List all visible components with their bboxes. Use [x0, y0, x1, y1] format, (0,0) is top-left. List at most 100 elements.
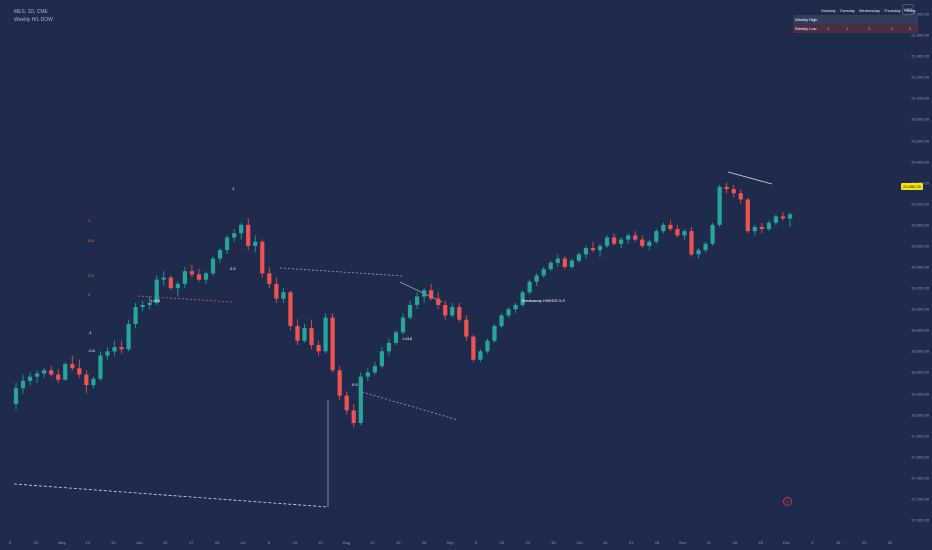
candle-body[interactable]: [717, 186, 722, 225]
candle-body[interactable]: [386, 342, 392, 352]
candle-body[interactable]: [506, 309, 511, 316]
candle-body[interactable]: [689, 231, 694, 255]
candle-body[interactable]: [724, 186, 729, 189]
candle-body[interactable]: [267, 273, 272, 284]
candle-body[interactable]: [372, 366, 377, 373]
candle-body[interactable]: [436, 298, 441, 305]
candle-body[interactable]: [239, 224, 244, 234]
candle-body[interactable]: [84, 374, 89, 386]
candle-body[interactable]: [527, 281, 532, 293]
candle-body[interactable]: [450, 307, 455, 316]
candle-body[interactable]: [56, 374, 61, 380]
candle-body[interactable]: [260, 241, 265, 274]
candle-body[interactable]: [133, 307, 138, 324]
candle-body[interactable]: [288, 292, 293, 327]
candle-body[interactable]: [379, 351, 385, 367]
candle-body[interactable]: [189, 271, 195, 275]
candle-body[interactable]: [309, 328, 314, 346]
candle-body[interactable]: [63, 363, 68, 380]
candle-body[interactable]: [421, 290, 427, 297]
candle-body[interactable]: [316, 345, 321, 352]
candle-body[interactable]: [640, 239, 645, 246]
candle-body[interactable]: [203, 273, 209, 280]
candle-body[interactable]: [414, 296, 420, 305]
candle-body[interactable]: [738, 193, 743, 200]
candle-body[interactable]: [13, 388, 19, 405]
candle-body[interactable]: [147, 302, 152, 305]
candle-body[interactable]: [745, 199, 750, 232]
candle-body[interactable]: [443, 304, 448, 316]
candle-body[interactable]: [253, 241, 258, 246]
candle-body[interactable]: [112, 347, 117, 352]
candle-body[interactable]: [274, 283, 279, 299]
candle-body[interactable]: [464, 319, 469, 337]
candle-body[interactable]: [492, 326, 497, 341]
candle-body[interactable]: [787, 214, 793, 219]
candle-body[interactable]: [576, 254, 582, 261]
candle-body[interactable]: [34, 373, 40, 377]
candle-body[interactable]: [182, 271, 187, 284]
candle-body[interactable]: [337, 370, 342, 396]
candle-body[interactable]: [752, 226, 757, 232]
candle-body[interactable]: [365, 372, 370, 377]
candle-body[interactable]: [232, 233, 237, 238]
candle-body[interactable]: [49, 370, 54, 375]
candle-body[interactable]: [731, 188, 736, 194]
candle-body[interactable]: [703, 243, 708, 251]
candle-body[interactable]: [77, 368, 82, 375]
candle-body[interactable]: [457, 307, 462, 320]
candle-body[interactable]: [520, 292, 525, 305]
candle-body[interactable]: [407, 304, 413, 318]
candle-body[interactable]: [604, 237, 610, 246]
candle-body[interactable]: [393, 332, 399, 343]
candle-body[interactable]: [654, 231, 659, 242]
candle-body[interactable]: [471, 336, 476, 360]
candle-body[interactable]: [766, 222, 772, 230]
candle-body[interactable]: [682, 231, 687, 236]
candle-body[interactable]: [105, 351, 110, 356]
candle-body[interactable]: [196, 274, 202, 280]
candle-body[interactable]: [20, 380, 26, 389]
candle-body[interactable]: [548, 262, 553, 270]
candle-body[interactable]: [400, 317, 406, 333]
candle-body[interactable]: [344, 395, 349, 411]
currency-button[interactable]: USD: [902, 4, 914, 15]
candle-body[interactable]: [661, 224, 666, 232]
candle-body[interactable]: [358, 376, 363, 424]
candle-body[interactable]: [562, 258, 567, 267]
candle-body[interactable]: [675, 229, 680, 236]
candle-body[interactable]: [569, 260, 574, 267]
price-axis[interactable]: 21,800.00 21,600.00 21,400.00 21,200.00 21,0…: [900, 0, 932, 536]
candle-body[interactable]: [126, 323, 131, 350]
candle-body[interactable]: [478, 351, 483, 360]
candle-body[interactable]: [590, 248, 596, 251]
candle-body[interactable]: [70, 363, 75, 369]
candlestick-chart[interactable]: [0, 0, 900, 536]
candle-body[interactable]: [555, 258, 560, 263]
candle-body[interactable]: [773, 216, 779, 223]
candle-body[interactable]: [140, 304, 145, 308]
candle-body[interactable]: [647, 241, 652, 246]
candle-body[interactable]: [295, 326, 300, 341]
candle-body[interactable]: [323, 317, 328, 352]
candle-body[interactable]: [619, 239, 624, 244]
tradingview-logo-icon[interactable]: ◎: [783, 497, 792, 506]
candle-body[interactable]: [217, 250, 223, 259]
candle-body[interactable]: [246, 224, 251, 246]
candle-body[interactable]: [710, 224, 715, 244]
candle-body[interactable]: [583, 248, 589, 255]
candle-body[interactable]: [168, 277, 173, 289]
candle-body[interactable]: [42, 370, 47, 374]
candle-body[interactable]: [351, 410, 356, 424]
candle-body[interactable]: [175, 283, 180, 289]
candle-body[interactable]: [513, 304, 518, 310]
candle-body[interactable]: [534, 275, 539, 282]
candle-body[interactable]: [759, 226, 764, 230]
candle-body[interactable]: [780, 216, 786, 219]
candle-body[interactable]: [302, 328, 307, 341]
candle-body[interactable]: [626, 235, 631, 240]
candle-body[interactable]: [224, 237, 230, 251]
candle-body[interactable]: [91, 378, 96, 386]
candle-body[interactable]: [499, 315, 504, 327]
time-axis[interactable]: 8 20 May 13 20 Jun 10 17 24 Jul 8 15 22 Aug 12 19 26 Sep 9…: [0, 536, 900, 550]
